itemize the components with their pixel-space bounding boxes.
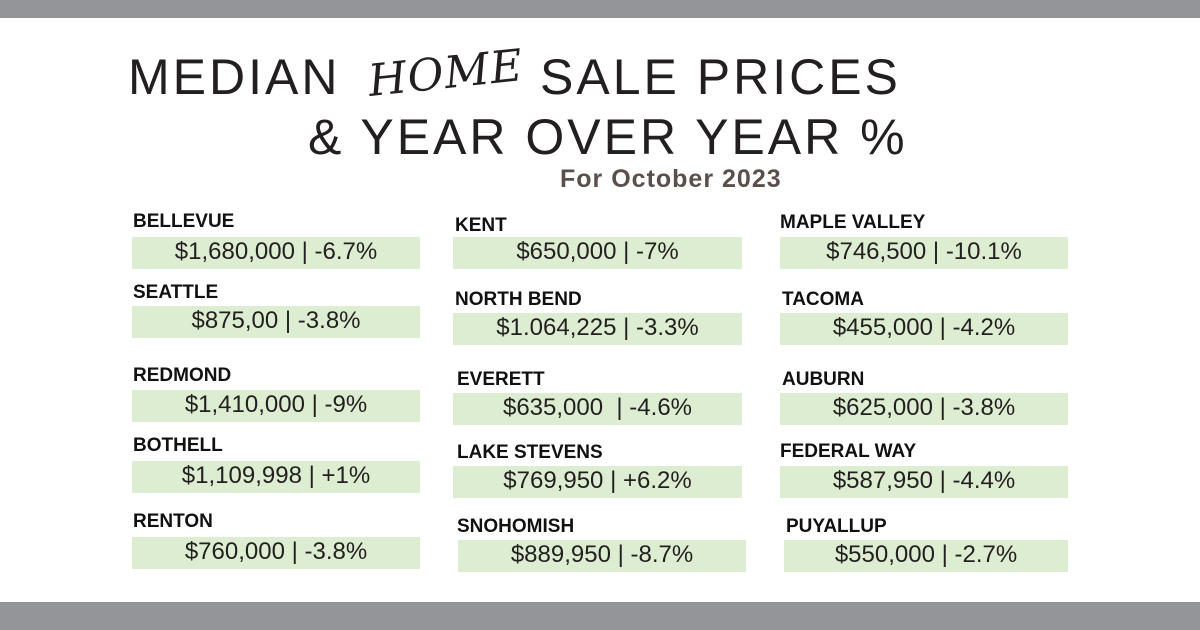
value-box — [132, 537, 420, 569]
city-name: NORTH BEND — [455, 289, 582, 310]
city-value: $1,109,998 | +1% — [181, 462, 371, 489]
city-name: TACOMA — [782, 289, 864, 310]
title-script: HOME — [365, 40, 526, 107]
value-box — [784, 540, 1068, 572]
city-value: $1.064,225 | -3.3% — [496, 314, 699, 341]
value-box — [453, 393, 742, 425]
subtitle: For October 2023 — [560, 165, 782, 193]
value-box — [458, 540, 746, 572]
city-name: KENT — [455, 215, 507, 236]
city-name: BELLEVUE — [133, 211, 235, 232]
city-name: AUBURN — [782, 369, 865, 390]
city-value: $550,000 | -2.7% — [834, 541, 1018, 568]
city-name: SEATTLE — [133, 282, 219, 303]
city-name: EVERETT — [457, 369, 545, 390]
city-value: $635,000 | -4.6% — [502, 394, 693, 421]
value-box — [780, 313, 1068, 345]
city-value: $625,000 | -3.8% — [832, 394, 1016, 421]
city-name: RENTON — [133, 511, 213, 532]
top-band — [0, 0, 1200, 18]
city-name: MAPLE VALLEY — [780, 212, 926, 233]
city-value: $769,950 | +6.2% — [503, 467, 692, 494]
city-name: PUYALLUP — [786, 516, 887, 537]
title-line2: & YEAR OVER YEAR % — [308, 109, 908, 165]
city-name: SNOHOMISH — [457, 516, 575, 537]
city-value: $455,000 | -4.2% — [832, 314, 1016, 341]
city-value: $875,00 | -3.8% — [191, 307, 361, 334]
city-name: LAKE STEVENS — [457, 442, 603, 463]
value-box — [453, 313, 742, 345]
title-end: SALE PRICES — [540, 49, 901, 105]
value-box — [780, 393, 1068, 425]
bottom-band — [0, 602, 1200, 630]
city-name: BOTHELL — [133, 435, 223, 456]
city-value: $1,680,000 | -6.7% — [174, 238, 378, 265]
value-box — [132, 306, 420, 338]
value-box — [453, 237, 742, 269]
value-box — [453, 466, 742, 498]
title-start: MEDIAN — [128, 49, 341, 105]
value-box — [132, 390, 420, 422]
city-value: $760,000 | -3.8% — [184, 538, 368, 565]
city-value: $650,000 | -7% — [516, 238, 679, 265]
city-value: $1,410,000 | -9% — [184, 391, 368, 418]
value-box — [132, 237, 420, 269]
value-box — [780, 466, 1068, 498]
city-value: $889,950 | -8.7% — [510, 541, 694, 568]
city-value: $746,500 | -10.1% — [826, 238, 1022, 265]
city-name: REDMOND — [133, 365, 232, 386]
city-value: $587,950 | -4.4% — [832, 467, 1016, 494]
city-name: FEDERAL WAY — [780, 441, 917, 462]
value-box — [132, 461, 420, 493]
value-box — [780, 237, 1068, 269]
